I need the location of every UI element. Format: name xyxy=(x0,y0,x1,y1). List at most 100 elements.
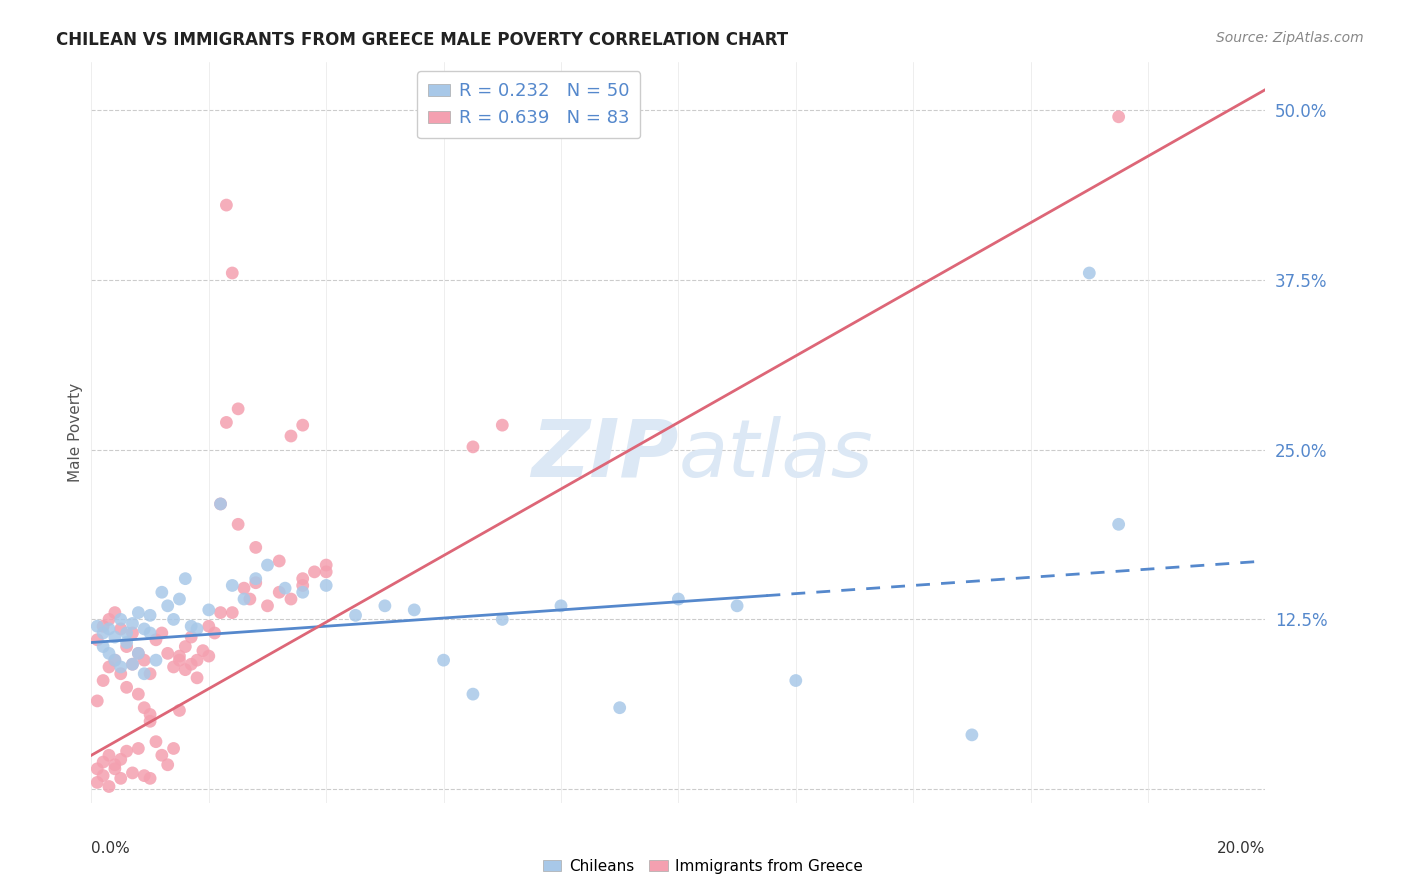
Point xyxy=(156,646,179,660)
Point xyxy=(169,592,191,607)
Point xyxy=(169,649,191,664)
Point xyxy=(139,707,162,722)
Point xyxy=(169,653,191,667)
Point xyxy=(209,606,232,620)
Point xyxy=(86,632,108,647)
Text: ZIP: ZIP xyxy=(531,416,678,494)
Point xyxy=(221,578,243,592)
Text: 20.0%: 20.0% xyxy=(1218,841,1265,855)
Point xyxy=(344,608,367,623)
Point xyxy=(304,565,326,579)
Point xyxy=(169,703,191,717)
Point xyxy=(110,752,132,766)
Point xyxy=(491,612,513,626)
Point xyxy=(86,619,108,633)
Point xyxy=(256,599,278,613)
Text: atlas: atlas xyxy=(678,416,873,494)
Point xyxy=(239,592,262,607)
Point xyxy=(110,660,132,674)
Point xyxy=(280,429,302,443)
Point xyxy=(245,572,267,586)
Point xyxy=(121,657,143,672)
Point xyxy=(86,762,108,776)
Point xyxy=(180,630,202,644)
Point xyxy=(104,606,127,620)
Point xyxy=(461,440,484,454)
Point xyxy=(121,626,143,640)
Point xyxy=(204,626,226,640)
Point xyxy=(145,653,167,667)
Point xyxy=(91,640,114,654)
Point xyxy=(115,626,138,640)
Point xyxy=(269,585,291,599)
Point xyxy=(209,497,232,511)
Point xyxy=(110,622,132,636)
Text: CHILEAN VS IMMIGRANTS FROM GREECE MALE POVERTY CORRELATION CHART: CHILEAN VS IMMIGRANTS FROM GREECE MALE P… xyxy=(56,31,789,49)
Point xyxy=(162,741,184,756)
Point xyxy=(127,646,149,660)
Point xyxy=(134,622,156,636)
Point xyxy=(134,769,156,783)
Point xyxy=(139,772,162,786)
Point xyxy=(134,653,156,667)
Point xyxy=(269,554,291,568)
Point xyxy=(180,657,202,672)
Point xyxy=(1078,266,1101,280)
Point xyxy=(162,660,184,674)
Point xyxy=(221,266,243,280)
Point xyxy=(256,558,278,572)
Point xyxy=(115,681,138,695)
Point xyxy=(461,687,484,701)
Point xyxy=(127,606,149,620)
Point xyxy=(98,612,121,626)
Legend: Chileans, Immigrants from Greece: Chileans, Immigrants from Greece xyxy=(537,853,869,880)
Point xyxy=(150,748,173,763)
Point xyxy=(110,772,132,786)
Point xyxy=(186,671,208,685)
Point xyxy=(127,741,149,756)
Point xyxy=(315,558,337,572)
Point xyxy=(245,575,267,590)
Point xyxy=(91,673,114,688)
Point xyxy=(291,578,314,592)
Point xyxy=(115,640,138,654)
Point xyxy=(139,608,162,623)
Point xyxy=(86,775,108,789)
Point xyxy=(291,572,314,586)
Point xyxy=(134,666,156,681)
Y-axis label: Male Poverty: Male Poverty xyxy=(67,383,83,483)
Point xyxy=(1108,110,1130,124)
Point xyxy=(139,626,162,640)
Point xyxy=(191,643,214,657)
Point xyxy=(162,612,184,626)
Point xyxy=(121,765,143,780)
Point xyxy=(174,663,197,677)
Point xyxy=(209,497,232,511)
Point xyxy=(233,592,256,607)
Point xyxy=(91,769,114,783)
Point xyxy=(91,619,114,633)
Legend: R = 0.232   N = 50, R = 0.639   N = 83: R = 0.232 N = 50, R = 0.639 N = 83 xyxy=(418,71,640,138)
Point xyxy=(156,757,179,772)
Point xyxy=(245,541,267,555)
Point xyxy=(127,646,149,660)
Point xyxy=(134,700,156,714)
Point xyxy=(221,606,243,620)
Point xyxy=(174,572,197,586)
Point xyxy=(91,626,114,640)
Point xyxy=(315,578,337,592)
Point xyxy=(280,592,302,607)
Point xyxy=(274,581,297,595)
Point xyxy=(115,635,138,649)
Point xyxy=(226,517,249,532)
Point xyxy=(98,660,121,674)
Point xyxy=(180,619,202,633)
Point xyxy=(98,622,121,636)
Point xyxy=(174,640,197,654)
Point xyxy=(785,673,807,688)
Point xyxy=(145,734,167,748)
Point xyxy=(215,198,238,212)
Point xyxy=(960,728,983,742)
Point xyxy=(104,757,127,772)
Point xyxy=(197,603,219,617)
